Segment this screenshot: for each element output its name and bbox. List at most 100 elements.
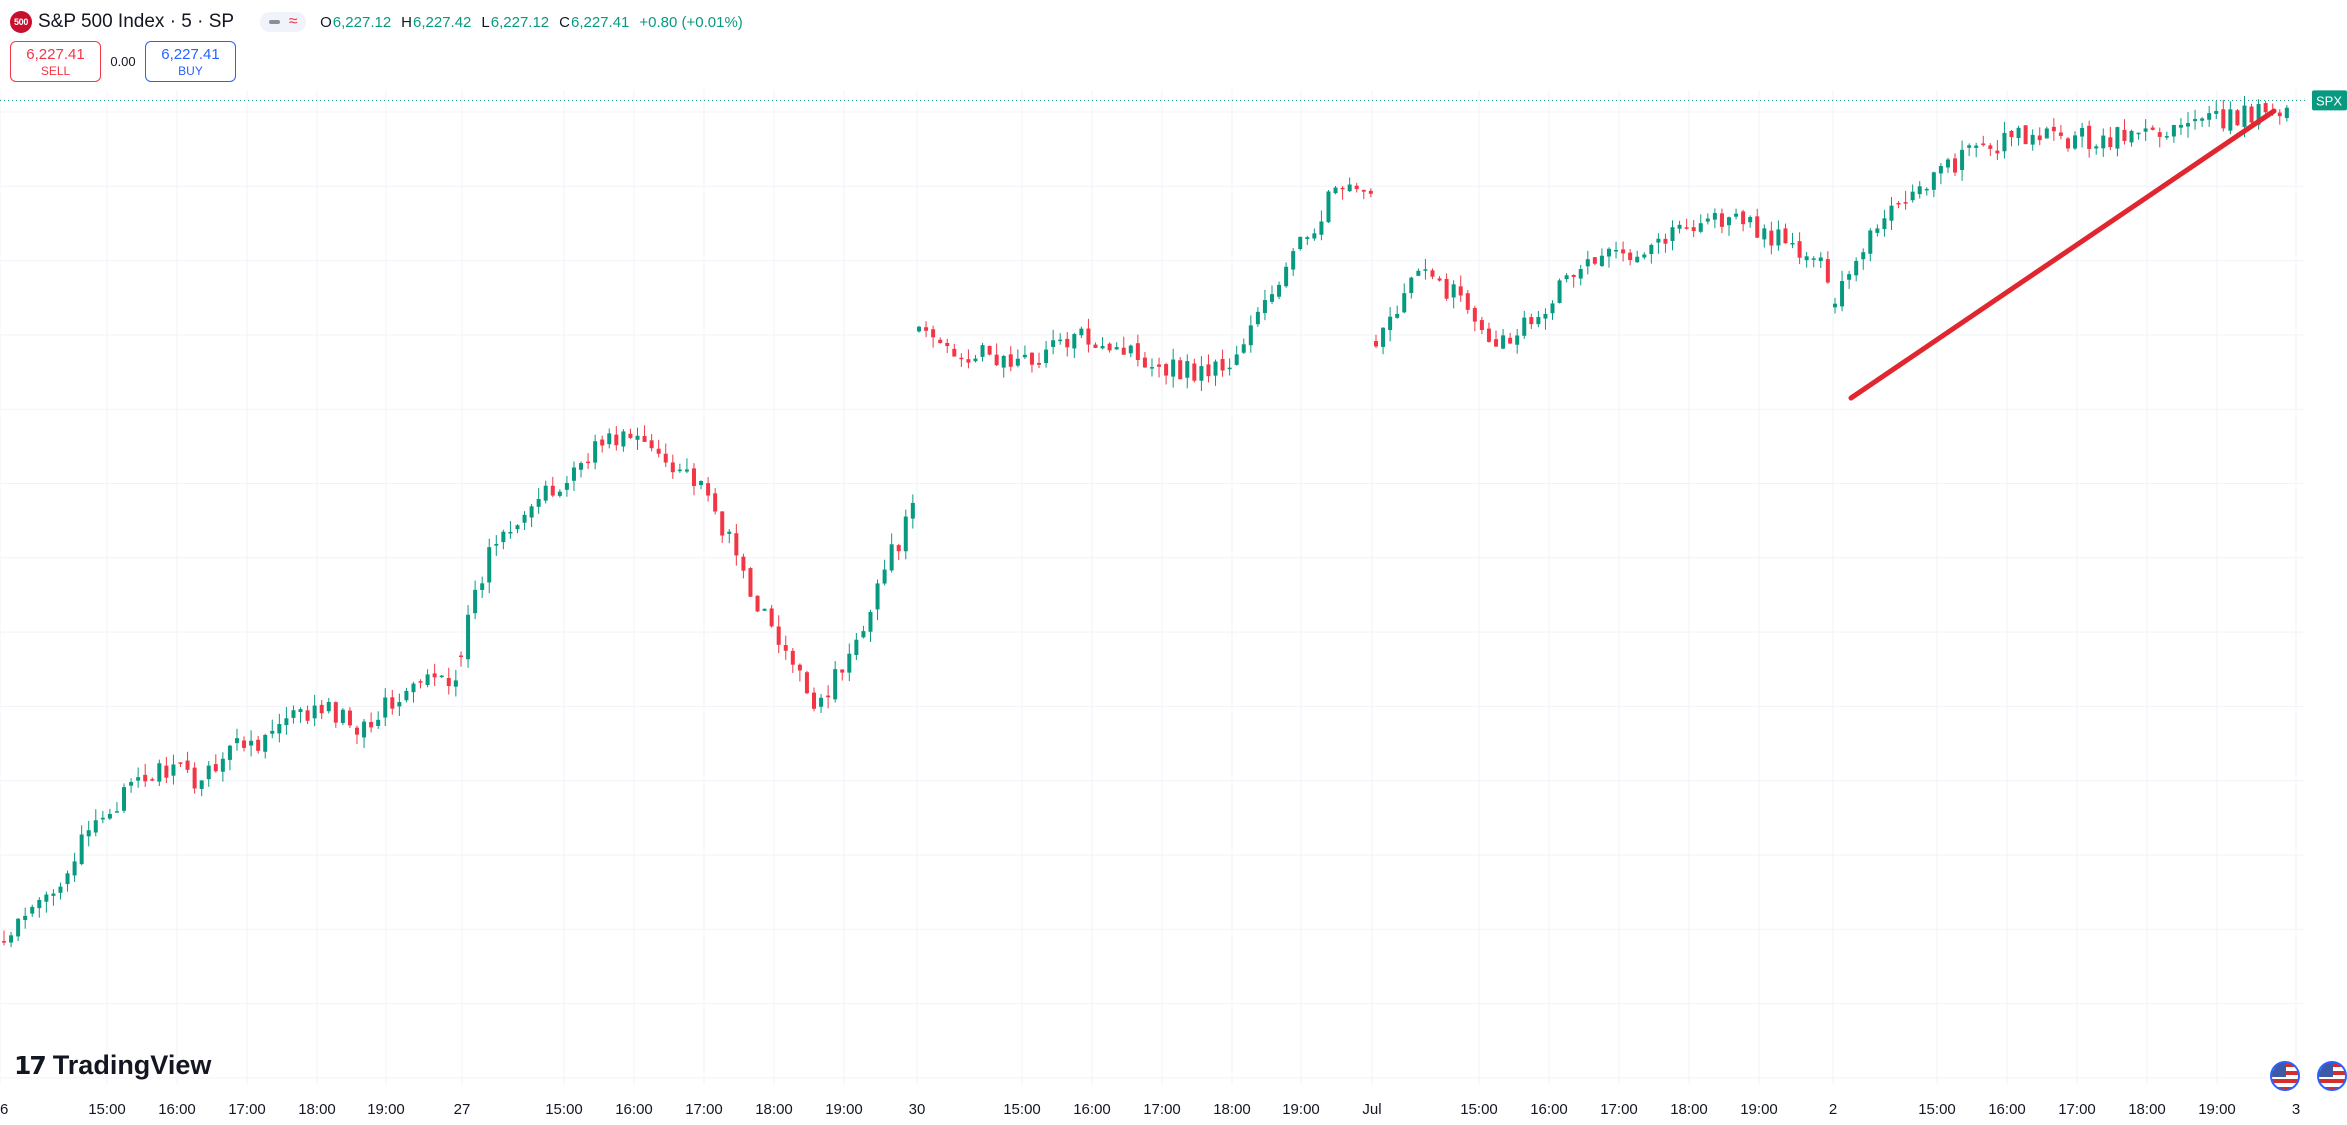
candle-body <box>1917 186 1922 195</box>
candle-body <box>192 767 197 789</box>
candle-body <box>1051 340 1056 347</box>
indicator-pill[interactable]: ≈ <box>260 12 307 32</box>
candle-body <box>30 906 35 914</box>
close-key: C <box>559 13 570 31</box>
candle-body <box>557 491 562 496</box>
us-flag-icon[interactable] <box>2270 1061 2300 1091</box>
candle-body <box>1868 230 1873 254</box>
candle-body <box>305 710 310 721</box>
candle-body <box>677 469 682 472</box>
candle-body <box>466 614 471 660</box>
candle-body <box>959 357 964 360</box>
candle-body <box>1599 255 1604 267</box>
candle-body <box>1903 202 1908 204</box>
candle-body <box>1776 229 1781 246</box>
candle-body <box>1875 228 1880 233</box>
candle-body <box>1790 242 1795 245</box>
candle-body <box>1437 278 1442 281</box>
time-axis-label: 30 <box>909 1101 926 1118</box>
candle-body <box>755 595 760 612</box>
trend-lines[interactable] <box>1848 108 2277 401</box>
time-axis-label: 17:00 <box>1600 1101 1638 1118</box>
candle-body <box>1114 347 1119 350</box>
candle-body <box>2002 132 2007 152</box>
candle-body <box>593 441 598 463</box>
candle-body <box>1705 218 1710 222</box>
candle-body <box>277 724 282 734</box>
trend-line <box>1848 108 2277 401</box>
candle-body <box>1277 284 1282 297</box>
candle-body <box>2221 109 2226 129</box>
candle-body <box>326 701 331 712</box>
candle-body <box>783 645 788 651</box>
candle-body <box>1769 230 1774 246</box>
candle-body <box>515 525 520 530</box>
candle-body <box>79 834 84 865</box>
candle-body <box>1402 293 1407 313</box>
symbol-row: 500 S&P 500 Index · 5 · SP ≈ O 6,227.12 … <box>10 10 743 34</box>
open-value: 6,227.12 <box>332 13 392 31</box>
candle-body <box>1255 311 1260 325</box>
candle-body <box>143 774 148 782</box>
candle-body <box>1649 244 1654 255</box>
candle-body <box>522 514 527 523</box>
candle-body <box>1910 191 1915 201</box>
candle-body <box>2129 130 2134 143</box>
candle-body <box>2016 127 2021 138</box>
candle-body <box>1199 366 1204 381</box>
candle-body <box>769 608 774 627</box>
us-flag-icon-2[interactable] <box>2317 1061 2347 1091</box>
candle-body <box>2044 128 2049 139</box>
candle-body <box>227 745 232 760</box>
candle-body <box>847 653 852 673</box>
buy-button[interactable]: 6,227.41 BUY <box>145 41 236 82</box>
candle-body <box>1171 359 1176 377</box>
candle-body <box>2193 119 2198 122</box>
candle-body <box>1079 328 1084 336</box>
candle-body <box>628 433 633 438</box>
candle-body <box>1234 354 1239 365</box>
candle-body <box>2087 125 2092 149</box>
candle-body <box>1945 159 1950 168</box>
close-value: 6,227.41 <box>570 13 630 31</box>
symbol-title[interactable]: S&P 500 Index · 5 · SP <box>38 11 235 32</box>
candle-body <box>453 680 458 687</box>
candle-body <box>776 626 781 645</box>
sell-button[interactable]: 6,227.41 SELL <box>10 41 101 82</box>
time-axis-label: 17:00 <box>2058 1101 2096 1118</box>
candle-body <box>150 779 155 781</box>
candle-body <box>1354 185 1359 190</box>
candle-body <box>1614 249 1619 252</box>
candle-body <box>1677 224 1682 229</box>
candle-body <box>550 485 555 496</box>
candle-body <box>2065 138 2070 149</box>
candle-body <box>376 719 381 726</box>
candle-body <box>1298 236 1303 249</box>
candle-body <box>1444 278 1449 299</box>
candle-body <box>621 431 626 447</box>
candle-body <box>1241 344 1246 353</box>
candle-body <box>1044 349 1049 364</box>
candle-body <box>1635 256 1640 263</box>
time-axis-label: 16:00 <box>615 1101 653 1118</box>
candle-body <box>1727 217 1731 226</box>
candle-body <box>1663 238 1668 244</box>
buy-label: BUY <box>178 63 203 78</box>
candle-body <box>242 740 247 748</box>
change-value: +0.80 (+0.01%) <box>639 13 743 31</box>
candle-body <box>256 739 261 751</box>
candle-body <box>58 886 63 893</box>
candle-body <box>642 435 647 442</box>
candle-body <box>298 709 303 713</box>
candle-body <box>1543 313 1548 319</box>
candle-body <box>508 531 513 534</box>
candle-body <box>1178 360 1183 380</box>
candle-body <box>903 516 908 552</box>
candle-body <box>1698 223 1703 232</box>
candle-body <box>1451 284 1456 298</box>
candle-body <box>439 675 444 678</box>
candle-body <box>44 894 49 902</box>
time-axis-label: 2 <box>1829 1101 1837 1118</box>
tradingview-watermark[interactable]: 17 TradingView <box>14 1050 211 1081</box>
